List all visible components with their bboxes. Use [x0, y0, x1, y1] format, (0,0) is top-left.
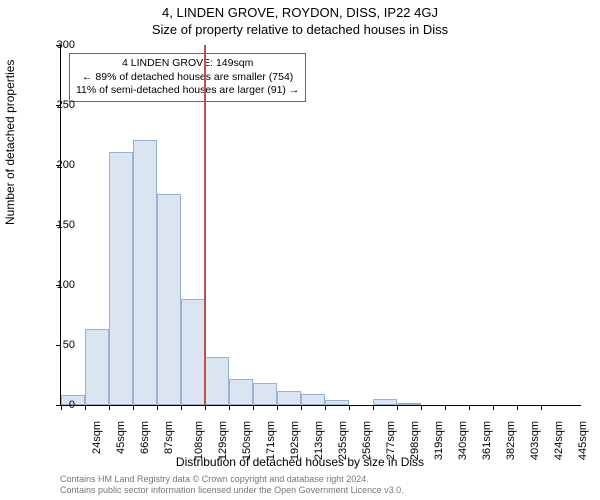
xtick-label: 45sqm [115, 421, 127, 454]
marker-line [204, 45, 206, 405]
xtick [277, 405, 278, 410]
ytick-label: 300 [40, 39, 75, 51]
y-axis-label: Number of detached properties [3, 60, 17, 225]
xtick [397, 405, 398, 410]
xtick-label: 235sqm [337, 421, 349, 460]
annotation-line3: 11% of semi-detached houses are larger (… [76, 84, 299, 98]
xtick [301, 405, 302, 410]
xtick [517, 405, 518, 410]
plot-area: 4 LINDEN GROVE: 149sqm ← 89% of detached… [60, 45, 581, 406]
page-title-line1: 4, LINDEN GROVE, ROYDON, DISS, IP22 4GJ [0, 5, 600, 20]
histogram-bar [85, 329, 109, 405]
xtick [541, 405, 542, 410]
xtick-label: 24sqm [91, 421, 103, 454]
xtick [205, 405, 206, 410]
histogram-bar [397, 403, 421, 405]
ytick-label: 150 [40, 219, 75, 231]
page-title-line2: Size of property relative to detached ho… [0, 22, 600, 37]
xtick [253, 405, 254, 410]
xtick-label: 87sqm [163, 421, 175, 454]
xtick [229, 405, 230, 410]
xtick [493, 405, 494, 410]
xtick [85, 405, 86, 410]
xtick-label: 150sqm [241, 421, 253, 460]
xtick-label: 256sqm [361, 421, 373, 460]
xtick [109, 405, 110, 410]
annotation-line1: 4 LINDEN GROVE: 149sqm [76, 57, 299, 71]
ytick-label: 50 [40, 339, 75, 351]
xtick-label: 361sqm [481, 421, 493, 460]
histogram-bar [109, 152, 133, 405]
xtick-label: 319sqm [433, 421, 445, 460]
footer-line1: Contains HM Land Registry data © Crown c… [60, 474, 404, 485]
xtick-label: 424sqm [553, 421, 565, 460]
ytick-label: 0 [40, 399, 75, 411]
ytick-label: 200 [40, 159, 75, 171]
histogram-bar [229, 379, 253, 405]
histogram-bar [157, 194, 181, 405]
ytick-label: 250 [40, 99, 75, 111]
chart-container: 4, LINDEN GROVE, ROYDON, DISS, IP22 4GJ … [0, 0, 600, 500]
xtick-label: 403sqm [529, 421, 541, 460]
xtick-label: 108sqm [193, 421, 205, 460]
histogram-bar [277, 391, 301, 405]
xtick-label: 171sqm [265, 421, 277, 460]
ytick-label: 100 [40, 279, 75, 291]
footer-attribution: Contains HM Land Registry data © Crown c… [60, 474, 404, 497]
annotation-line2: ← 89% of detached houses are smaller (75… [76, 71, 299, 85]
xtick [445, 405, 446, 410]
histogram-bar [301, 394, 325, 405]
xtick-label: 277sqm [385, 421, 397, 460]
xtick-label: 66sqm [139, 421, 151, 454]
annotation-box: 4 LINDEN GROVE: 149sqm ← 89% of detached… [69, 53, 306, 102]
histogram-bar [205, 357, 229, 405]
histogram-bar [373, 399, 397, 405]
histogram-bar [133, 140, 157, 405]
xtick [181, 405, 182, 410]
xtick [325, 405, 326, 410]
footer-line2: Contains public sector information licen… [60, 485, 404, 496]
xtick-label: 192sqm [289, 421, 301, 460]
xtick-label: 129sqm [217, 421, 229, 460]
xtick [157, 405, 158, 410]
xtick [421, 405, 422, 410]
xtick-label: 445sqm [577, 421, 589, 460]
xtick-label: 340sqm [457, 421, 469, 460]
histogram-bar [325, 400, 349, 405]
xtick [349, 405, 350, 410]
histogram-bar [253, 383, 277, 405]
xtick [373, 405, 374, 410]
xtick [469, 405, 470, 410]
xtick-label: 213sqm [313, 421, 325, 460]
histogram-bar [181, 299, 205, 405]
xtick [133, 405, 134, 410]
xtick-label: 382sqm [505, 421, 517, 460]
xtick-label: 298sqm [409, 421, 421, 460]
